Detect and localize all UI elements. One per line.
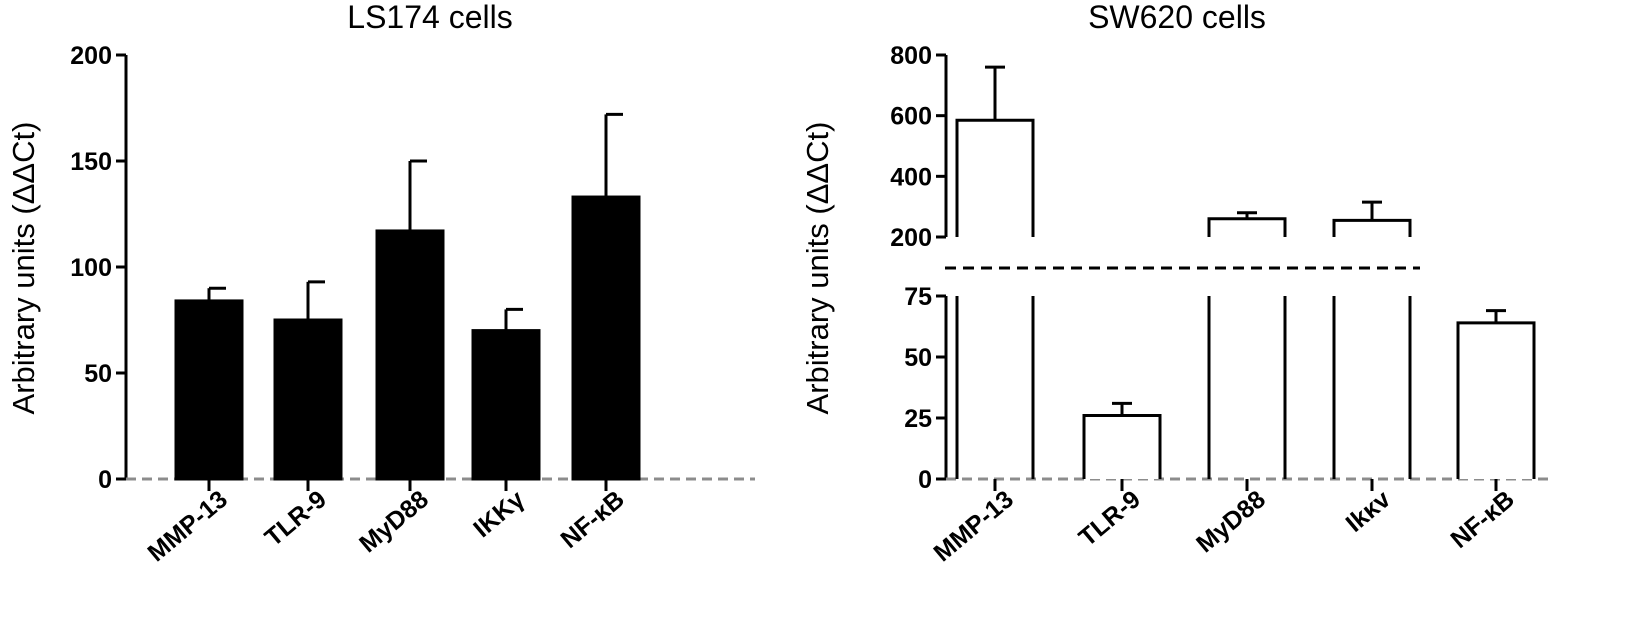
bar xyxy=(174,299,244,481)
category-label: TLR-9 xyxy=(260,485,332,552)
y-tick-label: 200 xyxy=(70,42,112,70)
category-label: MMP-13 xyxy=(928,485,1018,567)
bar xyxy=(571,195,641,481)
y-tick-label: 50 xyxy=(904,344,932,372)
bar xyxy=(1456,321,1536,479)
y-tick-label: 25 xyxy=(904,405,932,433)
bar xyxy=(471,329,541,481)
category-label: MyD88 xyxy=(1191,485,1271,558)
y-axis-label: Arbitrary units (ΔΔCt) xyxy=(6,122,41,415)
category-labels: MMP-13 TLR-9 MyD88 Ikκv NF-κB xyxy=(928,485,1519,567)
bar xyxy=(1082,414,1162,479)
y-axis-label: Arbitrary units (ΔΔCt) xyxy=(800,122,835,415)
bar xyxy=(1332,218,1412,237)
y-tick-label: 400 xyxy=(890,163,932,191)
chart-ls174: LS174 cells Arbitrary units (ΔΔCt) 0 50 10… xyxy=(6,0,755,567)
bars xyxy=(955,65,1536,479)
category-label: MyD88 xyxy=(354,485,434,558)
y-tick-label: 75 xyxy=(904,283,932,311)
category-label: NF-κB xyxy=(555,485,629,554)
chart-title: SW620 cells xyxy=(1088,0,1266,35)
y-tick-label: 600 xyxy=(890,103,932,131)
y-tick-label: 0 xyxy=(918,466,932,494)
bar xyxy=(273,318,343,481)
chart-sw620: SW620 cells Arbitrary units (ΔΔCt) 200 40… xyxy=(800,0,1548,567)
y-tick-label: 50 xyxy=(84,360,112,388)
category-label: TLR-9 xyxy=(1074,485,1146,552)
category-labels: MMP-13 TLR-9 MyD88 IKKγ NF-κB xyxy=(142,485,629,567)
category-label: IKKγ xyxy=(468,485,530,543)
bar xyxy=(955,118,1035,237)
bars xyxy=(174,112,641,481)
y-tick-labels: 0 50 100 150 200 xyxy=(70,42,112,494)
bar xyxy=(1207,217,1287,237)
y-tick-labels: 200 400 600 800 0 25 50 75 xyxy=(890,42,932,494)
category-label: Ikκv xyxy=(1341,485,1396,538)
chart-title: LS174 cells xyxy=(347,0,512,35)
y-tick-label: 200 xyxy=(890,224,932,252)
y-tick-label: 0 xyxy=(98,466,112,494)
bar xyxy=(375,229,445,481)
y-tick-label: 800 xyxy=(890,42,932,70)
y-tick-label: 150 xyxy=(70,148,112,176)
axes xyxy=(936,53,1548,491)
category-label: MMP-13 xyxy=(142,485,232,567)
category-label: NF-κB xyxy=(1445,485,1519,554)
y-tick-label: 100 xyxy=(70,254,112,282)
